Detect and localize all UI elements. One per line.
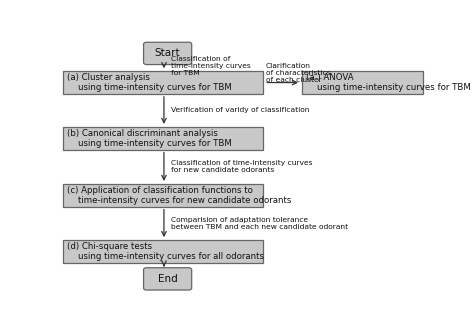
Text: Start: Start	[155, 48, 181, 59]
FancyBboxPatch shape	[63, 71, 263, 94]
Text: using time-intensity curves for all odorants: using time-intensity curves for all odor…	[67, 252, 264, 261]
Text: using time-intensity curves for TBM: using time-intensity curves for TBM	[67, 139, 232, 148]
Text: Clarification
of characteristics
of each cluster: Clarification of characteristics of each…	[266, 63, 330, 83]
FancyBboxPatch shape	[63, 184, 263, 207]
Text: (a ) ANOVA: (a ) ANOVA	[306, 73, 354, 82]
FancyBboxPatch shape	[301, 71, 423, 94]
Text: using time-intensity curves for TBM: using time-intensity curves for TBM	[306, 83, 471, 92]
Text: Classification of time-intensity curves
for new candidate odorants: Classification of time-intensity curves …	[171, 160, 313, 173]
Text: time-intensity curves for new candidate odorants: time-intensity curves for new candidate …	[67, 196, 292, 205]
Text: Verification of varidy of classification: Verification of varidy of classification	[171, 107, 310, 114]
FancyBboxPatch shape	[63, 240, 263, 263]
Text: Classification of
time-intensity curves
for TBM: Classification of time-intensity curves …	[171, 56, 251, 76]
FancyBboxPatch shape	[63, 127, 263, 150]
Text: using time-intensity curves for TBM: using time-intensity curves for TBM	[67, 83, 232, 92]
Text: (b) Canonical discriminant analysis: (b) Canonical discriminant analysis	[67, 129, 218, 138]
Text: (a) Cluster analysis: (a) Cluster analysis	[67, 73, 150, 82]
Text: Comparision of adaptation tolerance
between TBM and each new candidate odorant: Comparision of adaptation tolerance betw…	[171, 217, 348, 230]
FancyBboxPatch shape	[144, 268, 191, 290]
Text: (c) Application of classification functions to: (c) Application of classification functi…	[67, 186, 253, 194]
FancyBboxPatch shape	[144, 42, 191, 64]
Text: End: End	[158, 274, 177, 284]
Text: (d) Chi-square tests: (d) Chi-square tests	[67, 242, 153, 251]
